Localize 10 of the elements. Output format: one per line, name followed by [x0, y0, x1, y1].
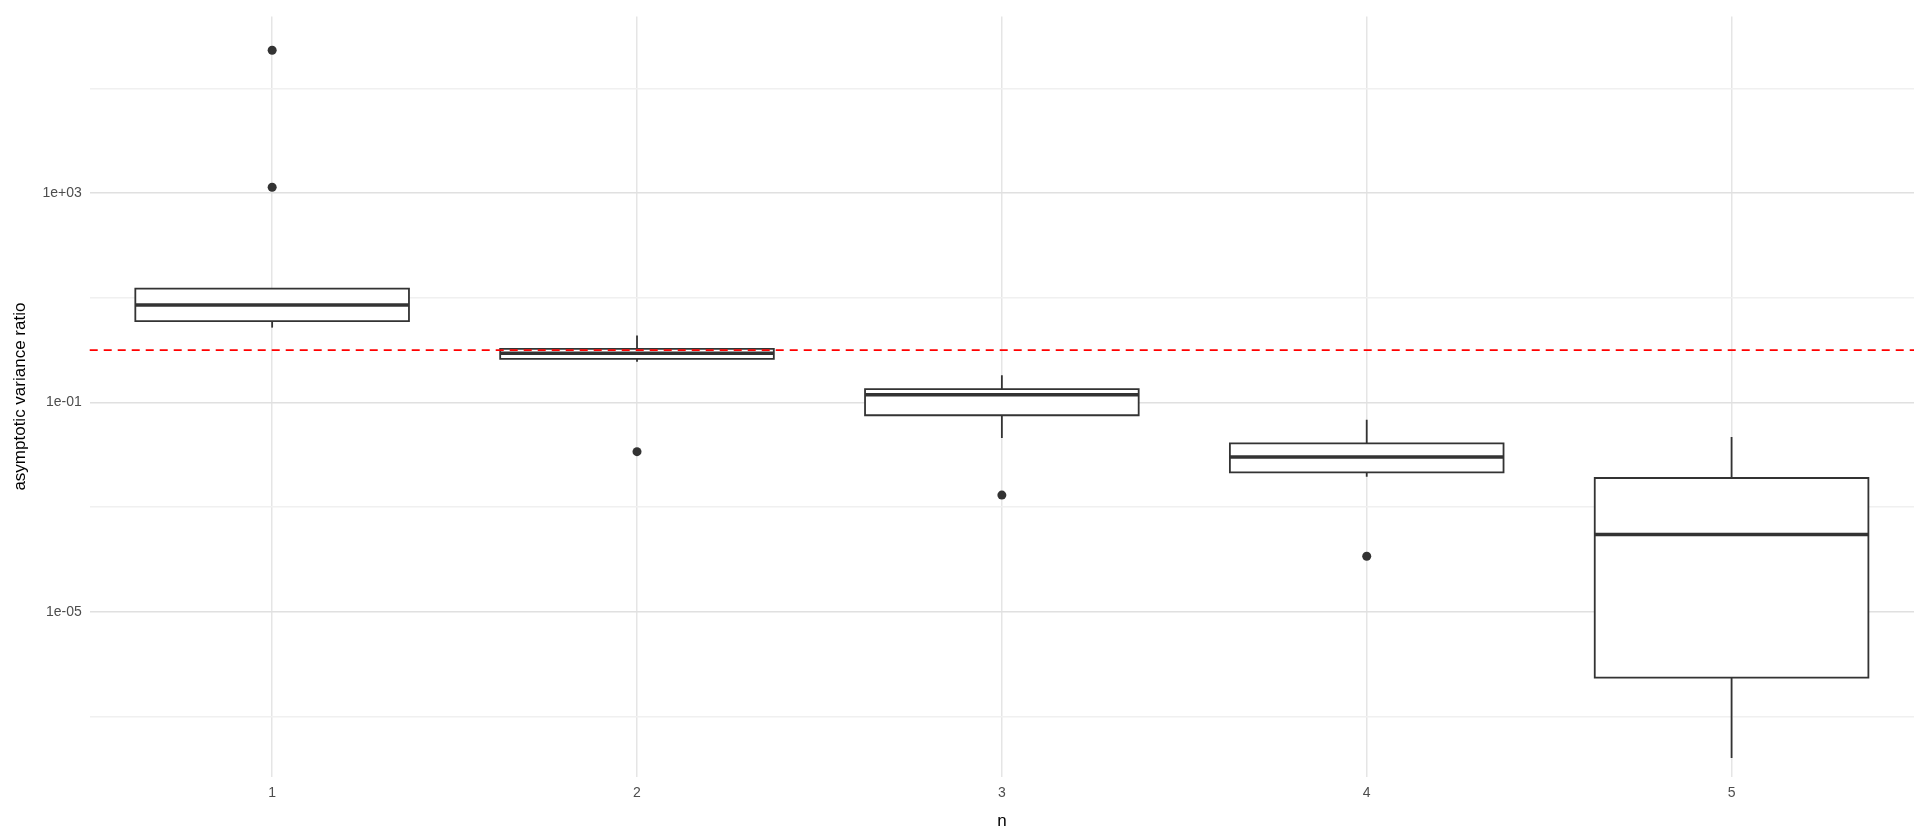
x-tick-label: 4: [1362, 784, 1371, 801]
x-axis-title: n: [997, 811, 1007, 831]
x-tick-label: 2: [633, 784, 642, 801]
x-tick-label: 3: [997, 784, 1006, 801]
y-tick-label: 1e-01: [45, 393, 82, 410]
x-tick-label: 1: [268, 784, 277, 801]
y-tick-label: 1e+03: [42, 184, 82, 201]
x-tick-label: 5: [1727, 784, 1736, 801]
y-axis-title: asymptotic variance ratio: [9, 302, 29, 491]
y-tick-label: 1e-05: [45, 602, 82, 619]
